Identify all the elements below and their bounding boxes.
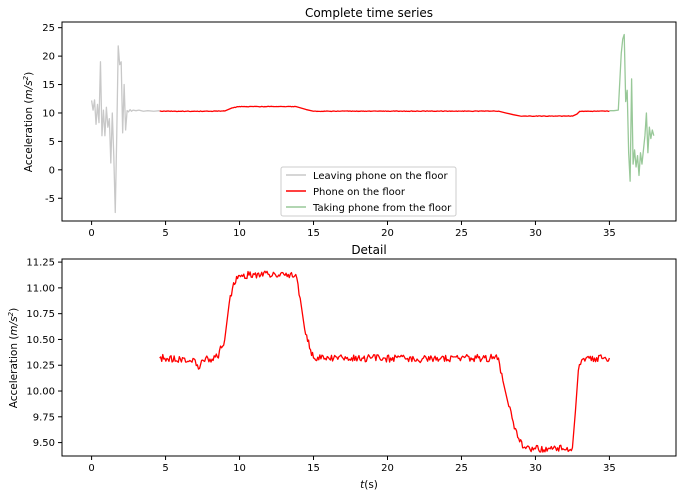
x-tick-label: 20 [381,463,394,474]
x-tick-label: 35 [603,463,616,474]
y-tick-label: 0 [49,165,55,176]
series-group [159,270,611,453]
x-axis-label: t(s) [360,479,378,491]
legend-entry-leaving: Leaving phone on the floor [313,171,448,182]
x-tick-label: 10 [233,228,246,239]
x-tick-label: 5 [162,228,168,239]
plot-frame [61,258,677,457]
y-axis-ticks: 9.50 9.75 10.00 10.25 10.50 10.75 11.00 11.25 [26,258,62,449]
x-tick-label: 35 [603,228,616,239]
x-tick-label: 0 [88,228,94,239]
legend-entry-taking: Taking phone from the floor [312,203,452,214]
y-tick-label: 11.25 [26,258,55,269]
series-group [90,33,655,214]
x-tick-label: 25 [455,463,468,474]
x-tick-label: 30 [529,463,542,474]
y-tick-label: 10.25 [26,361,55,372]
x-tick-label: 10 [233,463,246,474]
y-tick-label: 5 [49,137,55,148]
chart-title: Detail [351,243,386,257]
y-tick-label: 25 [42,23,55,34]
y-tick-label: 15 [42,80,55,91]
y-tick-label: 10.50 [26,335,55,346]
x-tick-label: 25 [455,228,468,239]
x-tick-label: 5 [162,463,168,474]
chart-title: Complete time series [305,6,433,20]
y-tick-label: 9.50 [33,438,55,449]
y-tick-label: 11.00 [26,283,55,294]
y-tick-label: 10.00 [26,387,55,398]
y-axis-label: Acceleration (m/s2) [7,308,20,409]
x-tick-label: 15 [307,228,320,239]
series-line-taking-phone-from-the-floor [609,33,655,182]
y-tick-label: 10.75 [26,309,55,320]
legend-entry-on-floor: Phone on the floor [313,187,406,198]
x-tick-label: 15 [307,463,320,474]
legend: Leaving phone on the floor Phone on the … [280,166,457,217]
plot-frame [61,21,677,222]
y-tick-label: 20 [42,52,55,63]
x-axis-ticks: 0 5 10 15 20 25 30 35 [88,221,616,239]
y-tick-label: 10 [42,108,55,119]
chart-detail: Detail 0 5 10 15 20 25 30 35 9.50 9.75 10.00 10.25… [7,243,677,491]
y-axis-label: Acceleration (m/s2) [22,72,35,173]
series-line-phone-on-the-floor [159,270,611,453]
x-tick-label: 30 [529,228,542,239]
x-tick-label: 0 [88,463,94,474]
y-tick-label: -5 [45,194,55,205]
chart-complete-time-series: Complete time series 0 5 10 15 20 25 30 35 -5 0 5… [22,6,677,239]
series-line-phone-on-the-floor [159,105,610,118]
y-tick-label: 9.75 [33,412,55,423]
legend-box [280,166,457,217]
series-line-leaving-phone-on-the-floor [90,45,160,214]
x-tick-label: 20 [381,228,394,239]
x-axis-ticks: 0 5 10 15 20 25 30 35 [88,456,616,474]
y-axis-ticks: -5 0 5 10 15 20 25 [42,23,62,205]
